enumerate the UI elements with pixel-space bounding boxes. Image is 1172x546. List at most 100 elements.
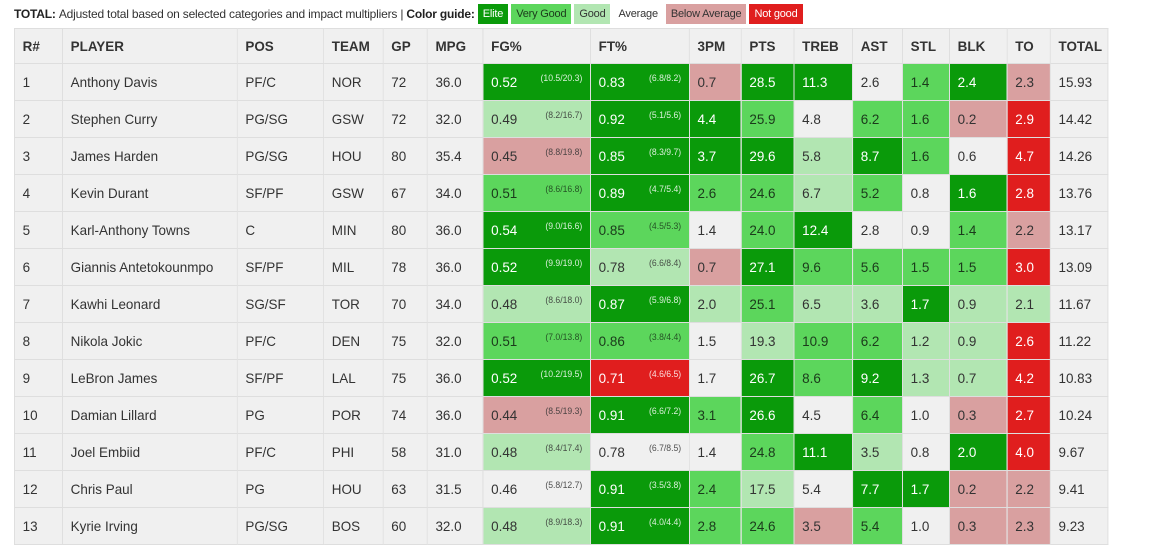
cell-stl: 0.9 xyxy=(901,211,950,249)
cell-total: 9.67 xyxy=(1049,433,1109,471)
cell-total: 13.17 xyxy=(1049,211,1109,249)
cell-ft-pct: 0.92 (5.1/5.6) xyxy=(589,100,690,138)
cell-fg-made-attempted: (5.8/12.7) xyxy=(545,480,583,490)
column-header-ft[interactable]: FT% xyxy=(589,28,690,64)
cell-ft-pct: 0.91 (6.6/7.2) xyxy=(589,396,690,434)
table-row: 4 Kevin Durant SF/PF GSW 67 34.0 0.51 (8.6/16.8… xyxy=(13,174,1109,212)
cell-blk: 0.3 xyxy=(949,507,1008,545)
cell-mpg: 34.0 xyxy=(426,285,484,323)
column-header-3pm[interactable]: 3PM xyxy=(688,28,742,64)
color-legend: TOTAL: Adjusted total based on selected … xyxy=(0,0,1172,28)
cell-gp: 70 xyxy=(382,285,428,323)
column-header-blk[interactable]: BLK xyxy=(949,28,1008,64)
cell-gp: 78 xyxy=(382,248,428,286)
cell-fg-pct: 0.51 (8.6/16.8) xyxy=(482,174,591,212)
cell-tpm: 1.4 xyxy=(688,211,742,249)
cell-player: Damian Lillard xyxy=(61,396,238,434)
cell-stl: 1.3 xyxy=(901,359,950,397)
cell-fg-value: 0.54 xyxy=(491,222,518,238)
cell-rank: 7 xyxy=(13,285,63,323)
cell-rank: 3 xyxy=(13,137,63,175)
cell-ast: 6.4 xyxy=(852,396,903,434)
column-header-total[interactable]: TOTAL xyxy=(1049,28,1109,64)
cell-to: 4.0 xyxy=(1006,433,1051,471)
cell-ft-pct: 0.78 (6.7/8.5) xyxy=(589,433,690,471)
column-header-team[interactable]: TEAM xyxy=(323,28,384,64)
cell-ft-made-attempted: (3.8/4.4) xyxy=(649,332,682,342)
cell-tpm: 2.4 xyxy=(688,470,742,508)
table-row: 2 Stephen Curry PG/SG GSW 72 32.0 0.49 (8.2/16.… xyxy=(13,100,1109,138)
cell-ft-value: 0.71 xyxy=(598,370,625,386)
cell-ft-made-attempted: (3.5/3.8) xyxy=(649,480,682,490)
cell-pos: PF/C xyxy=(236,433,325,471)
column-header-pos[interactable]: POS xyxy=(236,28,325,64)
column-header-to[interactable]: TO xyxy=(1006,28,1051,64)
cell-ft-value: 0.78 xyxy=(598,444,625,460)
cell-gp: 58 xyxy=(382,433,428,471)
cell-fg-value: 0.45 xyxy=(491,148,518,164)
cell-pts: 25.1 xyxy=(740,285,795,323)
column-header-pts[interactable]: PTS xyxy=(740,28,795,64)
cell-rank: 12 xyxy=(13,470,63,508)
table-row: 3 James Harden PG/SG HOU 80 35.4 0.45 (8.8/19.8… xyxy=(13,137,1109,175)
table-row: 1 Anthony Davis PF/C NOR 72 36.0 0.52 (10.5/20.… xyxy=(13,63,1109,101)
cell-stl: 1.6 xyxy=(901,100,950,138)
cell-player: Karl-Anthony Towns xyxy=(61,211,238,249)
column-header-player[interactable]: PLAYER xyxy=(61,28,238,64)
cell-ft-pct: 0.86 (3.8/4.4) xyxy=(589,322,690,360)
cell-fg-made-attempted: (10.5/20.3) xyxy=(540,73,583,83)
cell-player: Giannis Antetokounmpo xyxy=(61,248,238,286)
table-row: 5 Karl-Anthony Towns C MIN 80 36.0 0.54 (9.0/16… xyxy=(13,211,1109,249)
cell-treb: 5.8 xyxy=(793,137,854,175)
cell-ast: 9.2 xyxy=(852,359,903,397)
cell-treb: 3.5 xyxy=(793,507,854,545)
cell-ast: 2.6 xyxy=(852,63,903,101)
cell-ft-value: 0.91 xyxy=(598,407,625,423)
legend-swatch-not-good: Not good xyxy=(749,4,803,24)
cell-ft-made-attempted: (6.6/8.4) xyxy=(649,258,682,268)
cell-team: MIL xyxy=(323,248,384,286)
cell-tpm: 2.0 xyxy=(688,285,742,323)
cell-rank: 1 xyxy=(13,63,63,101)
table-row: 11 Joel Embiid PF/C PHI 58 31.0 0.48 (8.4/17.4)… xyxy=(13,433,1109,471)
cell-total: 14.42 xyxy=(1049,100,1109,138)
cell-mpg: 32.0 xyxy=(426,322,484,360)
cell-ft-value: 0.91 xyxy=(598,518,625,534)
cell-ast: 8.7 xyxy=(852,137,903,175)
cell-ft-made-attempted: (5.1/5.6) xyxy=(649,110,682,120)
cell-fg-made-attempted: (8.6/16.8) xyxy=(545,184,583,194)
cell-pts: 29.6 xyxy=(740,137,795,175)
column-header-r[interactable]: R# xyxy=(13,28,63,64)
cell-to: 4.7 xyxy=(1006,137,1051,175)
cell-tpm: 4.4 xyxy=(688,100,742,138)
cell-to: 2.2 xyxy=(1006,470,1051,508)
cell-total: 13.09 xyxy=(1049,248,1109,286)
cell-player: LeBron James xyxy=(61,359,238,397)
cell-mpg: 36.0 xyxy=(426,211,484,249)
cell-mpg: 35.4 xyxy=(426,137,484,175)
cell-ft-made-attempted: (4.5/5.3) xyxy=(649,221,682,231)
cell-tpm: 1.5 xyxy=(688,322,742,360)
cell-ast: 5.6 xyxy=(852,248,903,286)
cell-tpm: 3.7 xyxy=(688,137,742,175)
cell-player: Nikola Jokic xyxy=(61,322,238,360)
cell-fg-pct: 0.52 (9.9/19.0) xyxy=(482,248,591,286)
column-header-fg[interactable]: FG% xyxy=(482,28,591,64)
cell-ft-value: 0.83 xyxy=(598,74,625,90)
cell-team: PHI xyxy=(323,433,384,471)
cell-fg-pct: 0.48 (8.9/18.3) xyxy=(482,507,591,545)
cell-mpg: 32.0 xyxy=(426,507,484,545)
cell-treb: 10.9 xyxy=(793,322,854,360)
column-header-mpg[interactable]: MPG xyxy=(426,28,484,64)
cell-rank: 5 xyxy=(13,211,63,249)
legend-title: TOTAL: xyxy=(14,7,56,21)
column-header-gp[interactable]: GP xyxy=(382,28,428,64)
cell-rank: 13 xyxy=(13,507,63,545)
column-header-treb[interactable]: TREB xyxy=(793,28,854,64)
cell-ft-value: 0.86 xyxy=(598,333,625,349)
cell-fg-made-attempted: (10.2/19.5) xyxy=(540,369,583,379)
column-header-ast[interactable]: AST xyxy=(852,28,903,64)
column-header-stl[interactable]: STL xyxy=(901,28,950,64)
cell-tpm: 1.7 xyxy=(688,359,742,397)
cell-pos: PG/SG xyxy=(236,100,325,138)
